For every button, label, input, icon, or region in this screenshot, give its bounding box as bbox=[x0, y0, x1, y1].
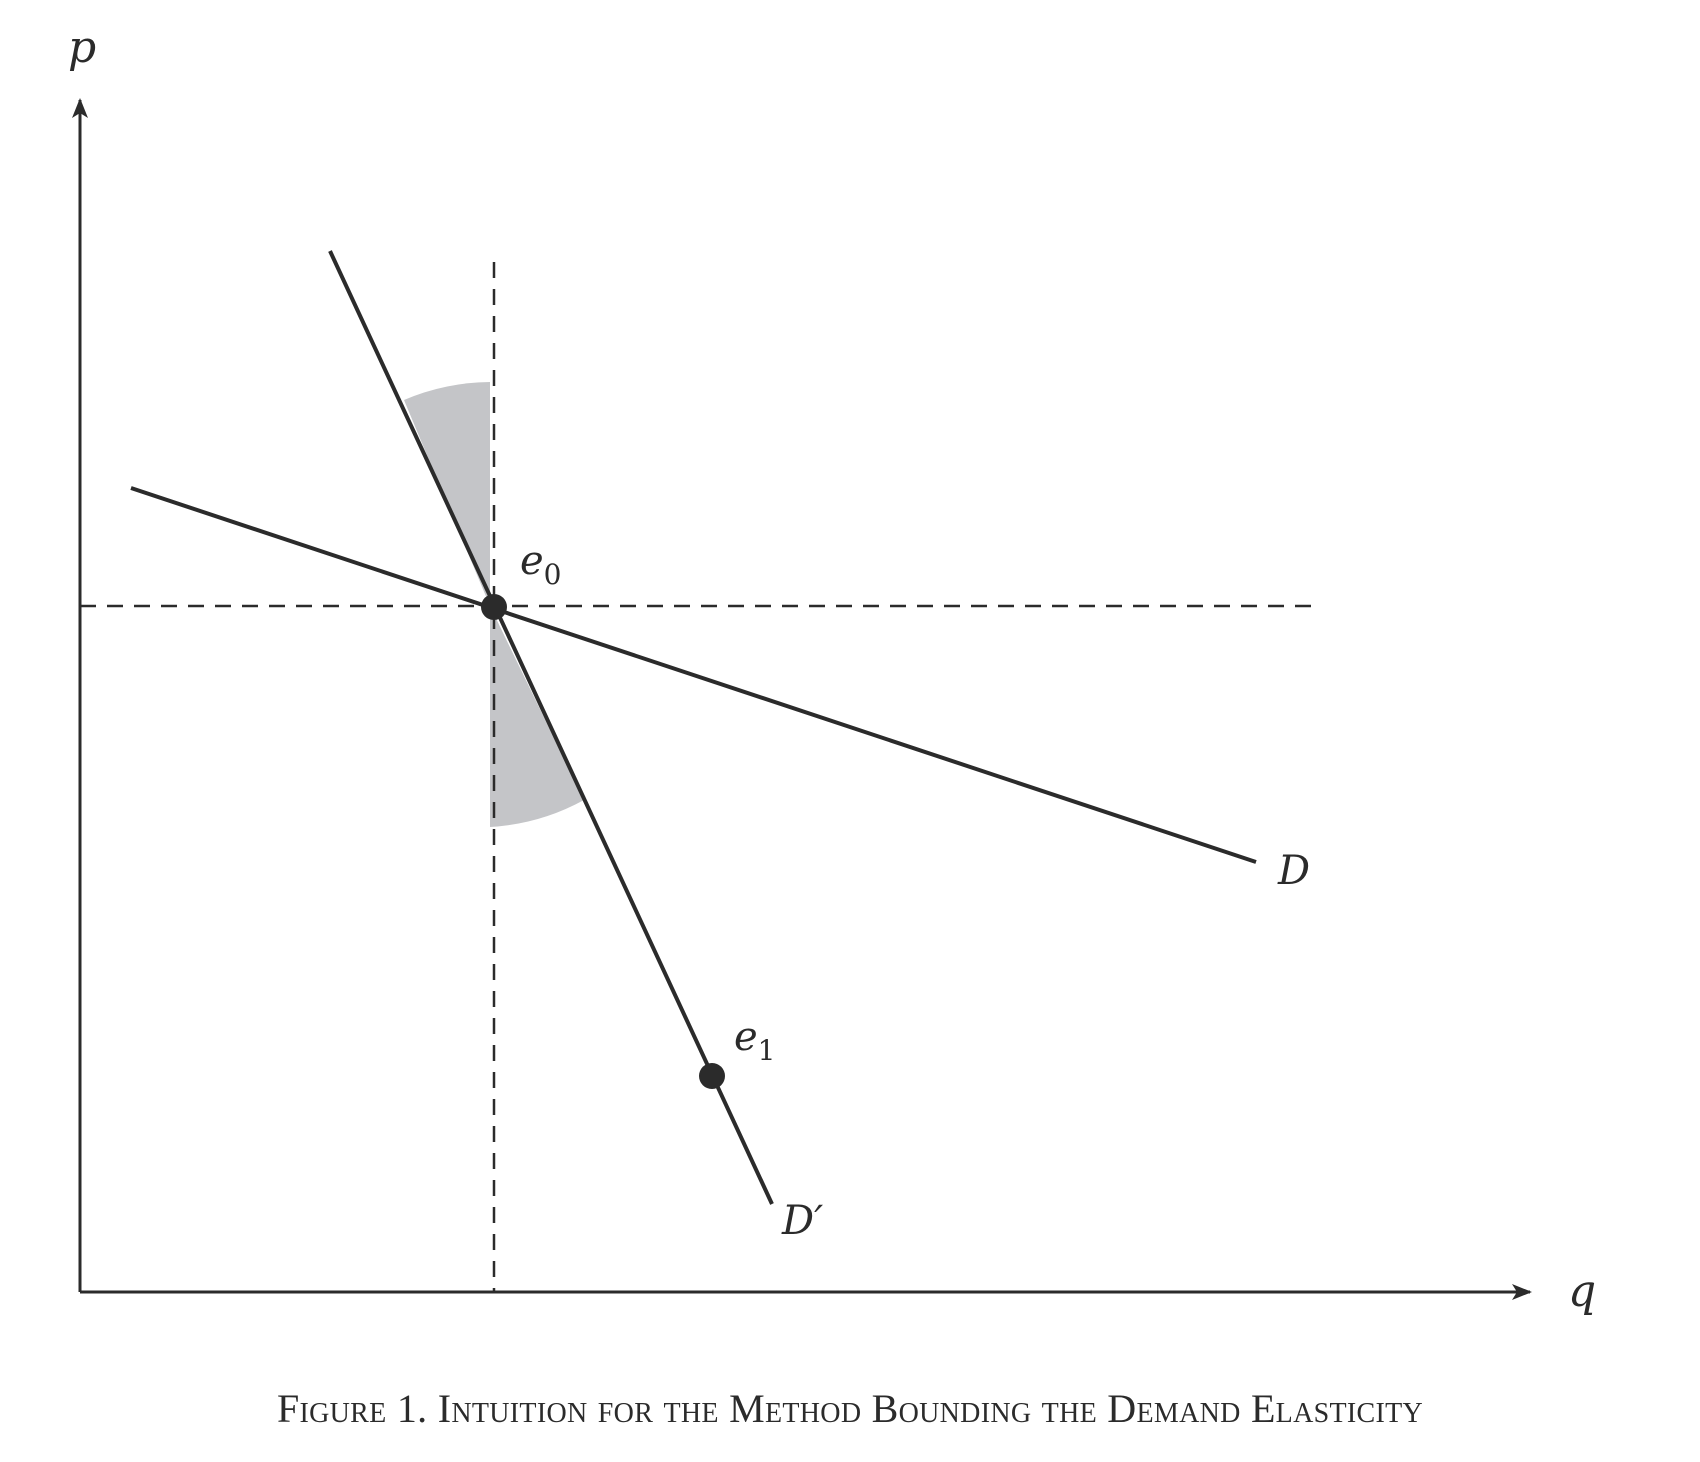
demand-curve-d bbox=[130, 486, 1257, 864]
lower-shaded-region bbox=[490, 606, 584, 827]
y-axis-label: p bbox=[68, 22, 96, 73]
point-e0 bbox=[481, 594, 507, 620]
point-e1-label: e1 bbox=[734, 1014, 776, 1067]
curve-d-label: D bbox=[1277, 848, 1310, 894]
point-e1 bbox=[699, 1063, 725, 1089]
demand-curve-d-prime bbox=[328, 250, 774, 1205]
curve-d-prime-label: D′ bbox=[781, 1198, 823, 1244]
point-e0-label: e0 bbox=[520, 538, 562, 591]
figure-caption: Figure 1. Intuition for the Method Bound… bbox=[276, 1386, 1424, 1431]
x-axis-label: q bbox=[1568, 1266, 1596, 1317]
